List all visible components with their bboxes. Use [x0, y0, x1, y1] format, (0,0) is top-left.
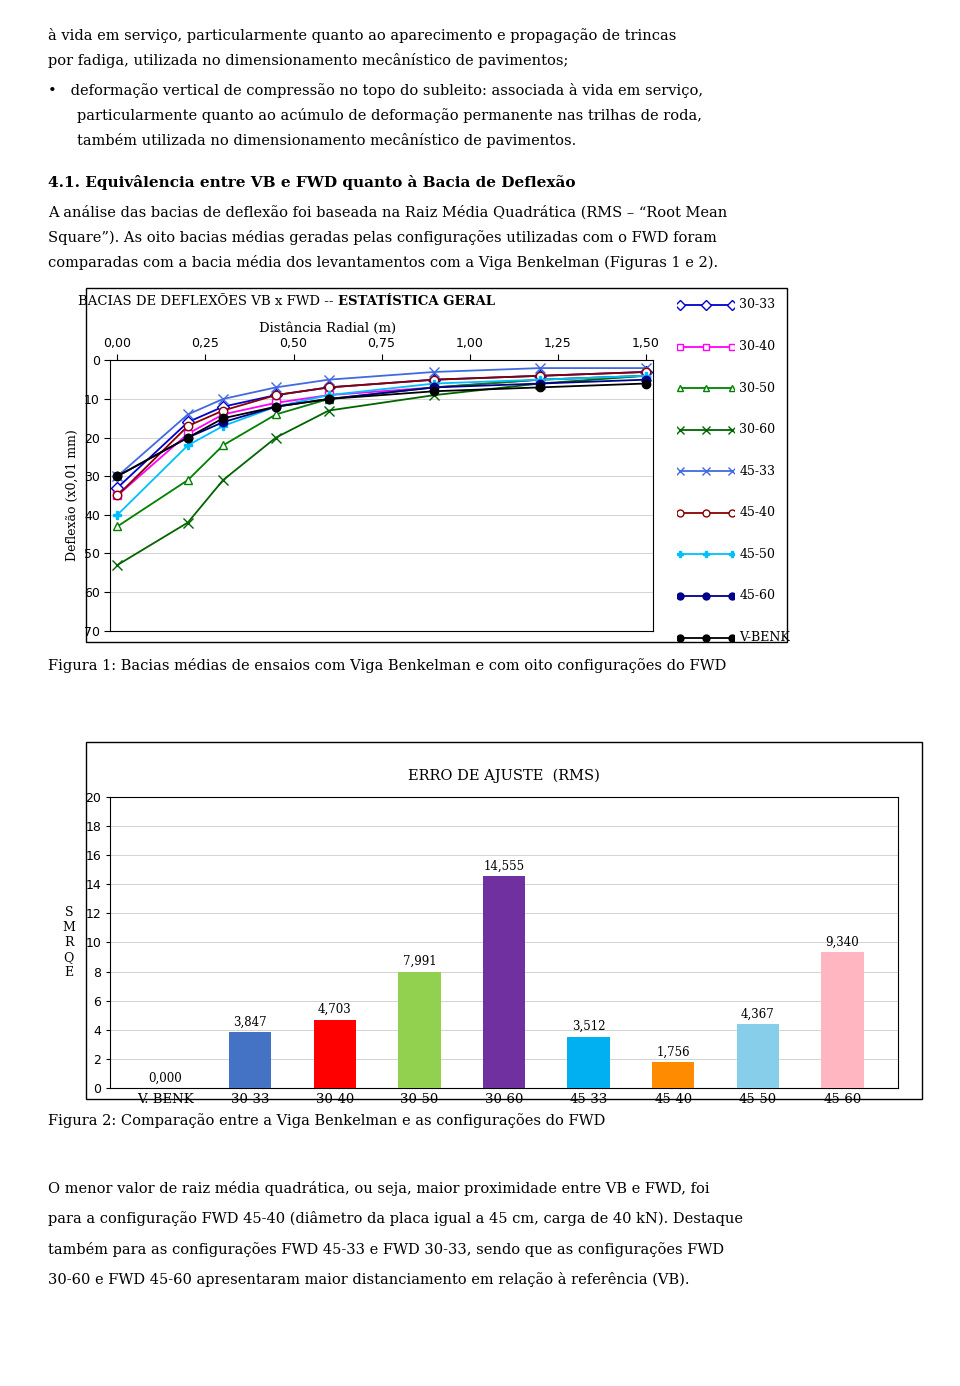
Text: para a configuração FWD 45-40 (diâmetro da placa igual a 45 cm, carga de 40 kN).: para a configuração FWD 45-40 (diâmetro … — [48, 1211, 743, 1227]
Text: 30-50: 30-50 — [739, 381, 776, 395]
Bar — [736, 1024, 780, 1088]
Text: Square”). As oito bacias médias geradas pelas configurações utilizadas com o FWD: Square”). As oito bacias médias geradas … — [48, 230, 717, 245]
Text: 1,756: 1,756 — [657, 1046, 690, 1059]
Text: comparadas com a bacia média dos levantamentos com a Viga Benkelman (Figuras 1 e: comparadas com a bacia média dos levanta… — [48, 255, 718, 270]
Text: O menor valor de raiz média quadrática, ou seja, maior proximidade entre VB e FW: O menor valor de raiz média quadrática, … — [48, 1181, 709, 1196]
Text: por fadiga, utilizada no dimensionamento mecânístico de pavimentos;: por fadiga, utilizada no dimensionamento… — [48, 53, 568, 68]
Text: também utilizada no dimensionamento mecânístico de pavimentos.: também utilizada no dimensionamento mecâ… — [77, 133, 576, 148]
Bar — [567, 1037, 610, 1088]
Y-axis label: S
M
R
Q
E: S M R Q E — [62, 906, 75, 979]
Text: também para as configurações FWD 45-33 e FWD 30-33, sendo que as configurações F: também para as configurações FWD 45-33 e… — [48, 1242, 724, 1257]
Text: •   deformação vertical de compressão no topo do subleito: associada à vida em s: • deformação vertical de compressão no t… — [48, 83, 703, 98]
Text: V-BENK: V-BENK — [739, 631, 790, 644]
Text: A análise das bacias de deflexão foi baseada na Raiz Média Quadrática (RMS – “Ro: A análise das bacias de deflexão foi bas… — [48, 205, 728, 219]
Text: 45-40: 45-40 — [739, 506, 776, 520]
Text: Distância Radial (m): Distância Radial (m) — [259, 323, 396, 335]
Bar — [228, 1033, 272, 1088]
Text: ERRO DE AJUSTE  (RMS): ERRO DE AJUSTE (RMS) — [408, 769, 600, 783]
Text: 14,555: 14,555 — [484, 859, 524, 873]
Text: 9,340: 9,340 — [826, 936, 859, 948]
Bar — [822, 952, 864, 1088]
Bar — [483, 876, 525, 1088]
Text: 30-60: 30-60 — [739, 423, 776, 437]
Text: 45-33: 45-33 — [739, 464, 776, 478]
Text: Figura 2: Comparação entre a Viga Benkelman e as configurações do FWD: Figura 2: Comparação entre a Viga Benkel… — [48, 1113, 606, 1128]
Text: 4.1. Equivâlencia entre VB e FWD quanto à Bacia de Deflexão: 4.1. Equivâlencia entre VB e FWD quanto … — [48, 175, 575, 190]
Bar — [314, 1020, 356, 1088]
Text: 30-33: 30-33 — [739, 298, 776, 312]
Text: 3,512: 3,512 — [572, 1020, 606, 1033]
Text: à vida em serviço, particularmente quanto ao aparecimento e propagação de trinca: à vida em serviço, particularmente quant… — [48, 28, 677, 43]
Bar — [398, 972, 441, 1088]
Y-axis label: Deflexão (x0,01 mm): Deflexão (x0,01 mm) — [65, 430, 79, 561]
Text: 45-50: 45-50 — [739, 547, 775, 561]
Text: 4,367: 4,367 — [741, 1008, 775, 1021]
Text: 4,703: 4,703 — [318, 1003, 351, 1016]
Text: Figura 1: Bacias médias de ensaios com Viga Benkelman e com oito configurações d: Figura 1: Bacias médias de ensaios com V… — [48, 658, 727, 674]
Bar — [652, 1063, 694, 1088]
Text: 30-60 e FWD 45-60 apresentaram maior distanciamento em relação à referência (VB): 30-60 e FWD 45-60 apresentaram maior dis… — [48, 1272, 689, 1288]
Text: BACIAS DE DEFLEXÕES VB x FWD --: BACIAS DE DEFLEXÕES VB x FWD -- — [79, 295, 338, 308]
Text: 3,847: 3,847 — [233, 1016, 267, 1028]
Text: 45-60: 45-60 — [739, 589, 776, 603]
Text: particularmente quanto ao acúmulo de deformação permanente nas trilhas de roda,: particularmente quanto ao acúmulo de def… — [77, 108, 702, 123]
Text: 0,000: 0,000 — [149, 1071, 182, 1084]
Text: 30-40: 30-40 — [739, 340, 776, 353]
Text: 7,991: 7,991 — [402, 955, 436, 967]
Text: ESTATÍSTICA GERAL: ESTATÍSTICA GERAL — [338, 295, 495, 308]
